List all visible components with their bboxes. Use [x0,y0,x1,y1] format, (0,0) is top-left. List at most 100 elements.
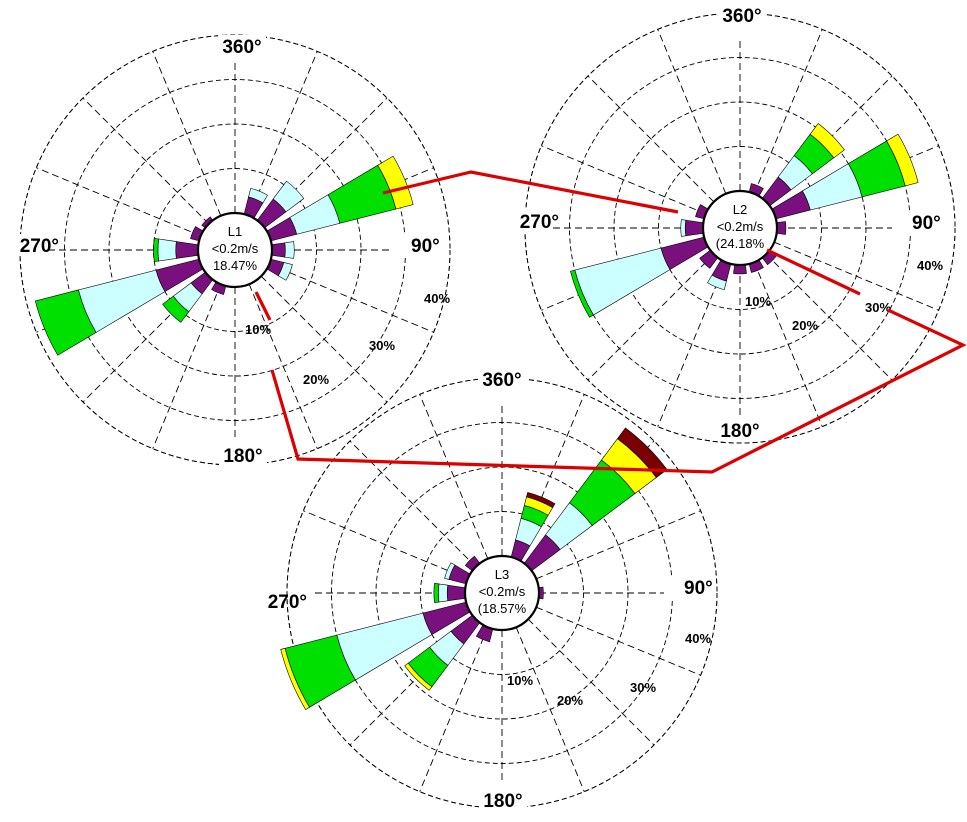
grid-spoke [248,284,318,449]
direction-label-bg [391,234,439,256]
grid-spoke [753,29,823,194]
petal-segment-225 [162,295,190,323]
calm-circle [701,189,779,267]
direction-label: 270° [20,236,59,257]
grid-spoke [303,510,468,580]
connector-line [270,308,967,474]
petal-segment-247.5 [574,247,671,316]
direction-label-bg [235,590,283,612]
rose-petals [280,427,668,710]
grid-spoke [515,394,585,559]
ring-label: 10% [507,673,533,688]
petal-segment-247.5 [34,289,97,356]
grid-spoke [774,241,939,311]
direction-label: 90° [411,236,440,257]
direction-label-bg [219,444,267,466]
grid-spoke [515,627,585,792]
ring-label: 20% [557,693,583,708]
direction-label: 180° [483,791,522,812]
grid-spoke [527,618,655,746]
wind-roses-layer: L1 <0.2m/s 18.47% 360° 90° 180° 270° 10% 20% 30% 4… [0,4,956,812]
petal-segment-67.5 [886,133,919,187]
petal-segment-112.5 [277,262,293,281]
connector-line [766,248,861,296]
grid-spoke [248,51,318,216]
direction-label-bg [892,211,940,233]
grid-spoke [269,263,434,333]
connector-line [382,170,679,214]
direction-label: 360° [482,370,521,391]
connector-line [254,291,272,321]
grid-spoke [419,627,489,792]
grid-spoke [36,167,201,237]
calm-label: <0.2m/s [212,241,259,256]
grid-spoke [260,275,388,403]
petal-segment-45 [272,180,305,213]
grid-spoke [536,510,701,580]
grid-spoke [765,253,893,381]
grid-spoke [82,275,210,403]
grid-spoke [82,97,210,225]
petal-segment-270 [175,241,199,259]
petal-segment-90 [271,242,286,258]
petal-segment-270 [437,583,449,603]
ring-label: 20% [303,372,329,387]
petal-segment-270 [433,582,440,604]
calm-value: (18.57% [478,601,527,616]
petal-segment-202.5 [707,274,727,291]
rose-name: L3 [495,567,509,582]
wind-rose-l2: L2 <0.2m/s (24.18% 360° 90° 180° 270° 10% 20% 30%… [487,4,956,444]
grid-spoke [657,262,727,427]
grid-spoke [536,606,701,676]
calm-circle [463,554,541,632]
ring-label: 10% [245,322,271,337]
direction-label: 180° [720,421,759,442]
petal-segment-270 [684,219,704,237]
direction-label-bg [0,234,35,256]
calm-value: (24.18% [716,236,765,251]
calm-label: <0.2m/s [717,219,764,234]
direction-label-bg [479,789,527,811]
petal-segment-247.5 [570,269,594,318]
calm-circle [196,211,274,289]
grid-spoke [587,253,715,381]
petal-segment-247.5 [280,647,310,710]
direction-label-bg [218,35,266,57]
grid-spoke [541,145,706,215]
ring-label: 30% [630,680,656,695]
ring-label: 30% [369,338,395,353]
petal-segment-247.5 [660,236,709,271]
petal-segment-270 [153,238,160,262]
wind-rose-l3: L3 <0.2m/s (18.57% 360° 90° 180° 270° 10% 20% 30%… [235,368,718,812]
direction-label-bg [487,210,535,232]
petal-segment-270 [446,584,466,602]
grid-spoke [152,284,222,449]
direction-label: 180° [223,446,262,467]
petal-segment-270 [157,238,177,262]
petal-segment-292.5 [444,562,456,580]
petal-segment-22.5 [248,187,268,204]
wind-rose-l1: L1 <0.2m/s 18.47% 360° 90° 180° 270° 10% 20% 30% 4… [0,34,451,467]
grid-spoke [657,29,727,194]
rose-name: L1 [228,224,242,239]
ring-label: 20% [792,318,818,333]
ring-label: 10% [745,294,771,309]
ring-label: 30% [865,300,891,315]
petal-segment-225 [404,662,433,691]
petal-segment-22.5 [526,492,556,509]
grid-spoke [260,97,388,225]
petal-segment-45 [809,123,845,159]
direction-label: 360° [722,6,761,27]
direction-label: 270° [520,212,559,233]
direction-label-bg [718,4,766,26]
calm-label: <0.2m/s [479,584,526,599]
petal-segment-270 [680,219,687,237]
ring-label: 40% [685,631,711,646]
petal-segment-90 [284,241,295,259]
grid-spoke [753,262,823,427]
direction-label: 90° [912,213,941,234]
grid-spoke [349,618,477,746]
petal-segment-247.5 [78,269,166,333]
rose-name: L2 [733,202,747,217]
